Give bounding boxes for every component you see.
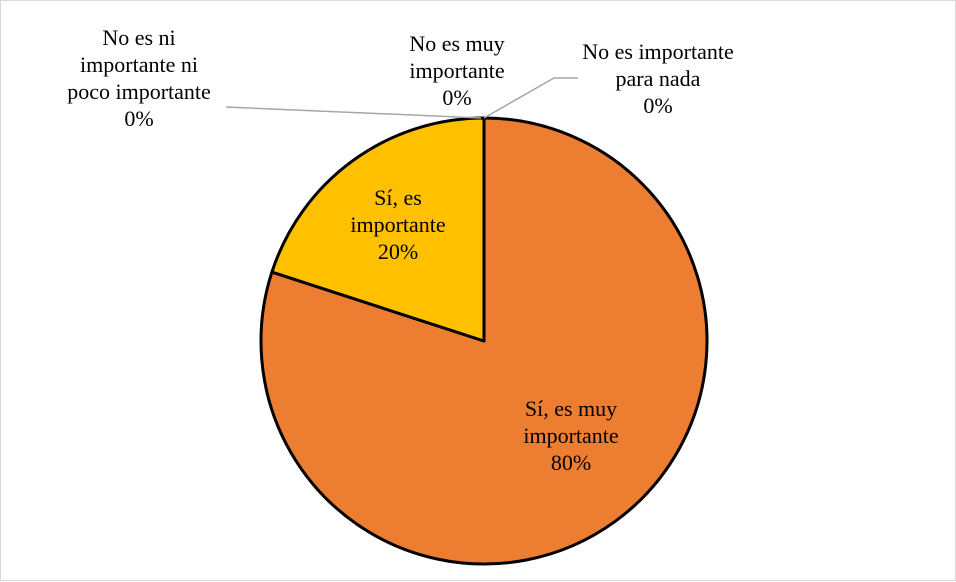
slice-percent-1: 20% [378,239,418,264]
slice-percent-2: 0% [124,106,153,131]
leader-line-2 [225,106,482,119]
slice-label-line-1-0: Sí, es [374,185,422,210]
leaders-layer [225,77,578,119]
slice-label-line-2-2: poco importante [67,79,211,104]
pie-slice-1 [270,116,486,343]
slice-label-line-3-1: importante [409,58,504,83]
slice-percent-0: 80% [551,450,591,475]
slice-label-line-0-0: Sí, es muy [525,396,617,421]
slices-layer [259,116,709,566]
leader-line-4 [483,77,578,119]
slice-percent-3: 0% [442,85,471,110]
slice-label-0: Sí, es muy importante 80% [523,396,618,475]
slice-label-2: No es ni importante ni poco importante 0% [67,25,211,131]
slice-label-line-1-1: importante [350,212,445,237]
slice-label-1: Sí, es importante 20% [350,185,445,264]
slice-label-line-4-1: para nada [616,66,701,91]
slice-percent-4: 0% [643,93,672,118]
slice-label-line-0-1: importante [523,423,618,448]
slice-label-3: No es muy importante 0% [409,31,504,110]
slice-label-line-3-0: No es muy [409,31,504,56]
slice-label-line-2-1: importante ni [80,52,198,77]
slice-label-4: No es importante para nada 0% [582,39,734,118]
slice-label-line-2-0: No es ni [102,25,175,50]
labels-layer: Sí, es muy importante 80%Sí, es importante 2… [67,25,734,475]
slice-label-line-4-0: No es importante [582,39,734,64]
